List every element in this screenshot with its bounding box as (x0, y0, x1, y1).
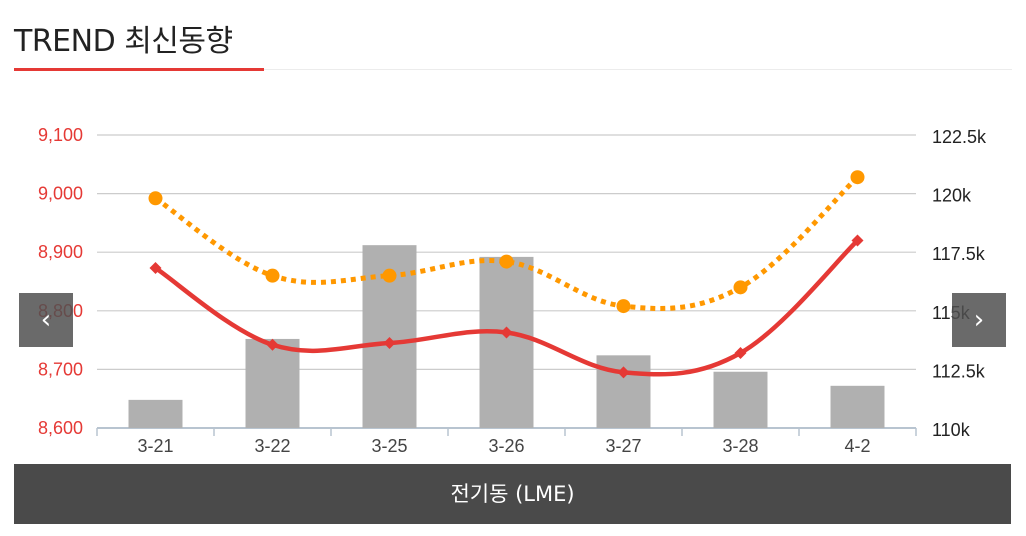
bar (596, 355, 651, 428)
x-tick-label: 4-2 (844, 436, 870, 456)
x-tick-label: 3-22 (254, 436, 290, 456)
chevron-left-icon[interactable]: ‹ (19, 293, 73, 347)
x-tick-label: 3-26 (488, 436, 524, 456)
series-point-diamond (851, 234, 864, 247)
right-axis-tick-label: 117.5k (932, 244, 986, 264)
title-accent-underline (14, 68, 264, 71)
trend-chart: 8,6008,7008,8008,9009,0009,100110k112.5k… (38, 125, 987, 456)
series-point-diamond (149, 262, 162, 275)
series-point-circle (265, 268, 280, 283)
series-point-circle (382, 268, 397, 283)
page-title: TREND 최신동향 (14, 24, 233, 59)
x-tick-label: 3-25 (371, 436, 407, 456)
left-axis-tick-label: 9,100 (38, 125, 83, 145)
series-point-diamond (383, 337, 396, 350)
left-axis-tick-label: 9,000 (38, 184, 83, 204)
left-axis-tick-label: 8,600 (38, 418, 83, 438)
series-point-circle (499, 254, 514, 269)
bar (713, 371, 768, 428)
right-axis-tick-label: 112.5k (932, 361, 986, 381)
series-point-circle (850, 170, 865, 185)
x-tick-label: 3-28 (722, 436, 758, 456)
series-point-diamond (500, 326, 513, 339)
right-axis-tick-label: 120k (932, 186, 972, 206)
series-point-diamond (734, 346, 747, 359)
chart-caption-bar: 전기동 (LME) (14, 464, 1011, 524)
left-axis-tick-label: 8,700 (38, 359, 83, 379)
series-point-diamond (266, 338, 279, 351)
bar (830, 385, 885, 428)
right-axis-tick-label: 110k (932, 420, 971, 440)
series-point-circle (616, 299, 631, 314)
left-axis-tick-label: 8,900 (38, 242, 83, 262)
right-axis-tick-label: 122.5k (932, 127, 987, 147)
title-divider (14, 69, 1012, 70)
bar (479, 256, 534, 428)
bar (245, 338, 300, 428)
bar (128, 399, 183, 428)
series-point-circle (148, 191, 163, 206)
series-point-diamond (617, 366, 630, 379)
series-point-circle (733, 280, 748, 295)
x-tick-label: 3-21 (137, 436, 173, 456)
x-tick-label: 3-27 (605, 436, 641, 456)
chevron-right-icon[interactable]: › (952, 293, 1006, 347)
